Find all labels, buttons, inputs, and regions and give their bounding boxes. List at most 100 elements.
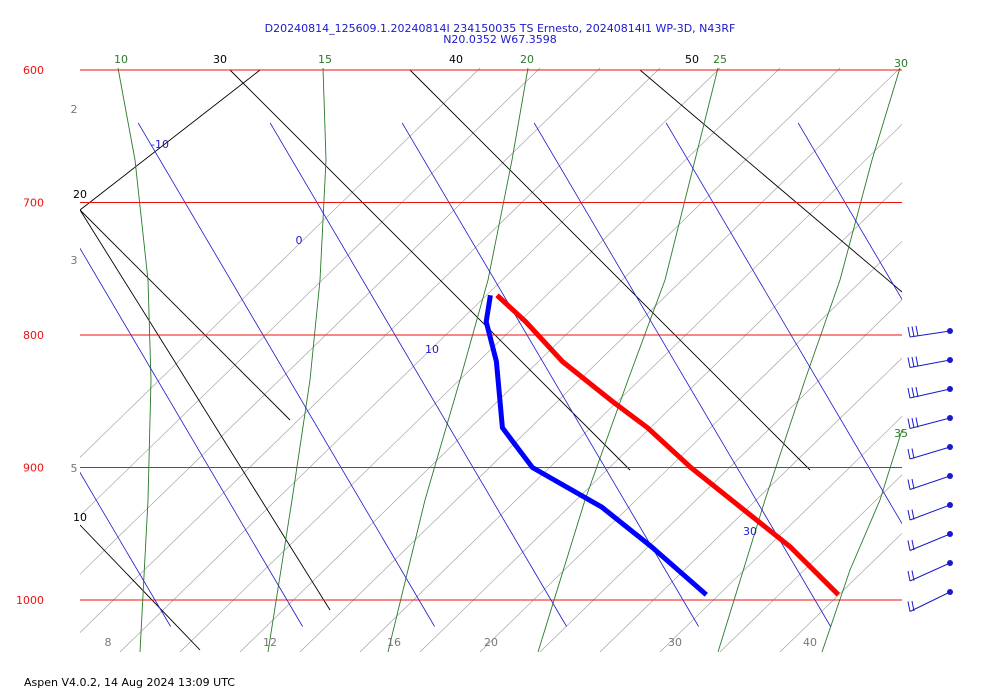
mixing-ratio-line xyxy=(359,124,902,652)
mixing-ratio-lines xyxy=(80,67,902,652)
wind-barb-shaft xyxy=(909,388,951,399)
dry-adiabat-line xyxy=(409,69,811,471)
wind-barb-flag xyxy=(911,326,915,337)
dry-adiabat-line xyxy=(639,69,902,293)
wind-barbs xyxy=(907,325,953,612)
mixing-ratio-bottom-label: 8 xyxy=(105,636,112,649)
temperature-profile xyxy=(495,293,841,597)
wind-barb-flag xyxy=(907,326,911,338)
dry-adiabat-label: 50 xyxy=(685,53,699,66)
wind-barb-flag xyxy=(915,417,919,428)
wind-barb-shaft xyxy=(909,417,951,429)
sounding-profiles xyxy=(483,293,841,597)
wind-barb-shaft xyxy=(909,330,951,338)
isotherm-label: 10 xyxy=(425,343,439,356)
isotherm-line xyxy=(80,247,303,627)
mixing-ratio-line xyxy=(659,416,902,652)
wind-barb-flag xyxy=(907,540,911,551)
mixing-ratio-line xyxy=(719,474,902,652)
isotherm-line xyxy=(137,122,435,627)
mixing-ratio-bottom-label: 20 xyxy=(484,636,498,649)
wind-barb-shaft xyxy=(909,562,951,582)
mixing-ratio-line xyxy=(479,240,902,652)
moist-adiabat-label: 35 xyxy=(894,427,908,440)
dry-adiabat-line xyxy=(229,69,631,471)
wind-barb-flag xyxy=(911,539,915,551)
mixing-ratio-line xyxy=(179,67,781,652)
wind-barb-flag xyxy=(915,386,919,398)
wind-barb-shaft xyxy=(909,359,951,368)
mixing-ratio-bottom-label: 12 xyxy=(263,636,277,649)
mixing-ratio-bottom-label: 30 xyxy=(668,636,682,649)
wind-barb-flag xyxy=(911,570,915,581)
mixing-ratio-line xyxy=(80,67,601,575)
mixing-ratio-line xyxy=(419,182,902,652)
mixing-ratio-line xyxy=(80,67,541,517)
mixing-ratio-line xyxy=(80,67,661,633)
wind-barb-flag xyxy=(907,387,911,399)
moist-adiabat-line xyxy=(387,67,529,652)
mixing-ratio-bottom-label: 16 xyxy=(387,636,401,649)
isotherm-line xyxy=(269,122,567,627)
wind-barb-shaft xyxy=(909,446,951,460)
isobar-label: 1000 xyxy=(16,594,44,607)
wind-barb-flag xyxy=(907,448,911,460)
isotherm-line xyxy=(797,122,902,301)
dry-adiabat-label: 40 xyxy=(449,53,463,66)
chart-title-line2: N20.0352 W67.3598 xyxy=(443,33,557,46)
wind-barb-flag xyxy=(911,478,915,490)
wind-barb-flag xyxy=(907,570,911,582)
dry-adiabat-line xyxy=(80,69,261,211)
wind-barb-shaft xyxy=(909,475,951,490)
wind-barb-flag xyxy=(911,448,915,459)
mixing-ratio-label: 2 xyxy=(71,103,78,116)
dry-adiabat-line xyxy=(80,209,331,611)
footer-version: Aspen V4.0.2, 14 Aug 2024 13:09 UTC xyxy=(24,676,235,689)
isotherm-label: 0 xyxy=(296,234,303,247)
mixing-ratio-line xyxy=(539,299,902,652)
dewpoint-profile xyxy=(483,294,708,597)
wind-barb-flag xyxy=(911,356,915,368)
wind-barb-flag xyxy=(907,479,911,490)
isobar-label: 800 xyxy=(23,329,44,342)
isotherm-label: -10 xyxy=(151,138,169,151)
dry-adiabat-label: 10 xyxy=(73,511,87,524)
wind-barb-shaft xyxy=(909,533,951,551)
dry-adiabat-line xyxy=(80,524,201,651)
wind-barb-flag xyxy=(911,417,915,429)
dry-adiabat-label: 30 xyxy=(213,53,227,66)
mixing-ratio-label: 5 xyxy=(71,462,78,475)
moist-adiabat-label: 30 xyxy=(894,57,908,70)
moist-adiabat-line xyxy=(821,429,902,652)
isobar-label: 900 xyxy=(23,462,44,475)
wind-barb-flag xyxy=(915,325,919,337)
chart-title-line1: D20240814_125609.1.20240814I 234150035 T… xyxy=(264,22,736,35)
isobar-label: 700 xyxy=(23,197,44,210)
dry-adiabats xyxy=(80,69,902,651)
dry-adiabat-line xyxy=(80,209,291,421)
isobar-label: 600 xyxy=(23,64,44,77)
moist-adiabat-line xyxy=(267,67,327,652)
dry-adiabat-label: 20 xyxy=(73,188,87,201)
mixing-ratio-line xyxy=(299,67,901,652)
moist-adiabat-label: 25 xyxy=(713,53,727,66)
isotherm-label: 30 xyxy=(743,525,757,538)
mixing-ratio-line xyxy=(779,532,902,652)
mixing-ratio-line xyxy=(599,357,902,652)
moist-adiabat-line xyxy=(117,67,152,652)
moist-adiabat-line xyxy=(537,67,719,652)
moist-adiabat-label: 10 xyxy=(114,53,128,66)
moist-adiabat-label: 15 xyxy=(318,53,332,66)
wind-barb-shaft xyxy=(909,591,951,612)
wind-barb-flag xyxy=(907,418,911,429)
moist-adiabat-line xyxy=(717,67,901,652)
moist-adiabats xyxy=(117,67,902,652)
mixing-ratio-label: 3 xyxy=(71,254,78,267)
mixing-ratio-line xyxy=(119,67,721,652)
wind-barb-flag xyxy=(907,601,911,612)
wind-barb-shaft xyxy=(909,504,951,521)
wind-barb-flag xyxy=(911,387,915,398)
wind-barb-flag xyxy=(907,357,911,368)
moist-adiabat-label: 20 xyxy=(520,53,534,66)
wind-barb-flag xyxy=(911,600,915,612)
